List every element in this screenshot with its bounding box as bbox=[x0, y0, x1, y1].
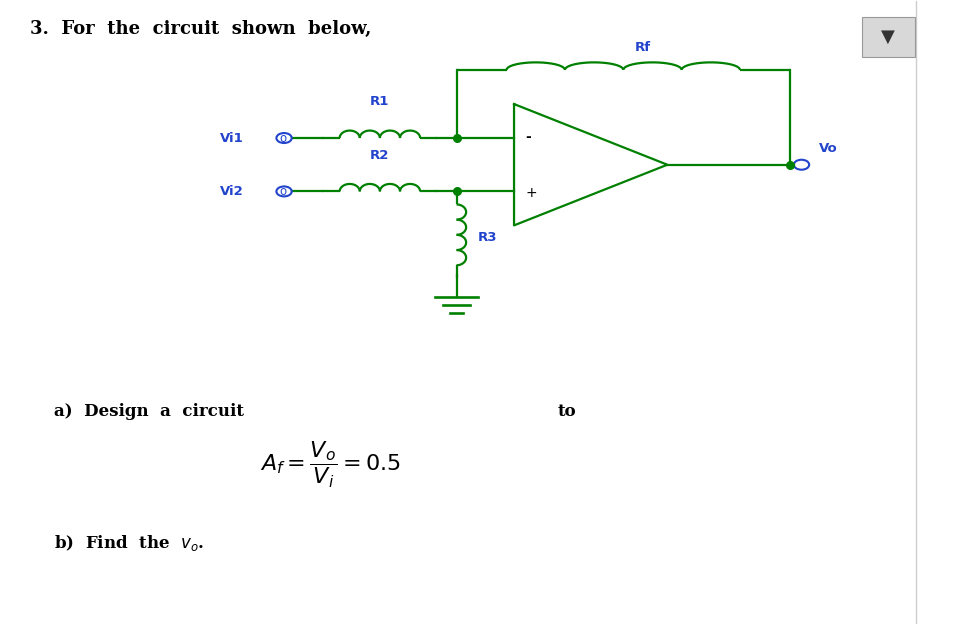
Text: Vi2: Vi2 bbox=[220, 185, 244, 198]
Text: ▼: ▼ bbox=[881, 28, 895, 46]
Text: b)  Find  the  $v_o$.: b) Find the $v_o$. bbox=[54, 533, 205, 553]
Text: to: to bbox=[557, 402, 576, 420]
Text: Vo: Vo bbox=[819, 142, 837, 156]
Text: R2: R2 bbox=[370, 149, 389, 161]
Text: o: o bbox=[280, 131, 286, 144]
Text: Vi1: Vi1 bbox=[220, 131, 244, 144]
Text: 3.  For  the  circuit  shown  below,: 3. For the circuit shown below, bbox=[30, 20, 372, 38]
Text: R3: R3 bbox=[478, 231, 497, 244]
Text: a)  Design  a  circuit: a) Design a circuit bbox=[54, 402, 244, 420]
Text: -: - bbox=[526, 130, 531, 144]
Text: $A_f = \dfrac{V_o}{V_i} = 0.5$: $A_f = \dfrac{V_o}{V_i} = 0.5$ bbox=[260, 440, 401, 490]
Text: Rf: Rf bbox=[634, 41, 651, 54]
Text: +: + bbox=[526, 186, 537, 199]
Text: o: o bbox=[280, 185, 286, 198]
FancyBboxPatch shape bbox=[862, 17, 915, 58]
Text: R1: R1 bbox=[370, 95, 389, 108]
